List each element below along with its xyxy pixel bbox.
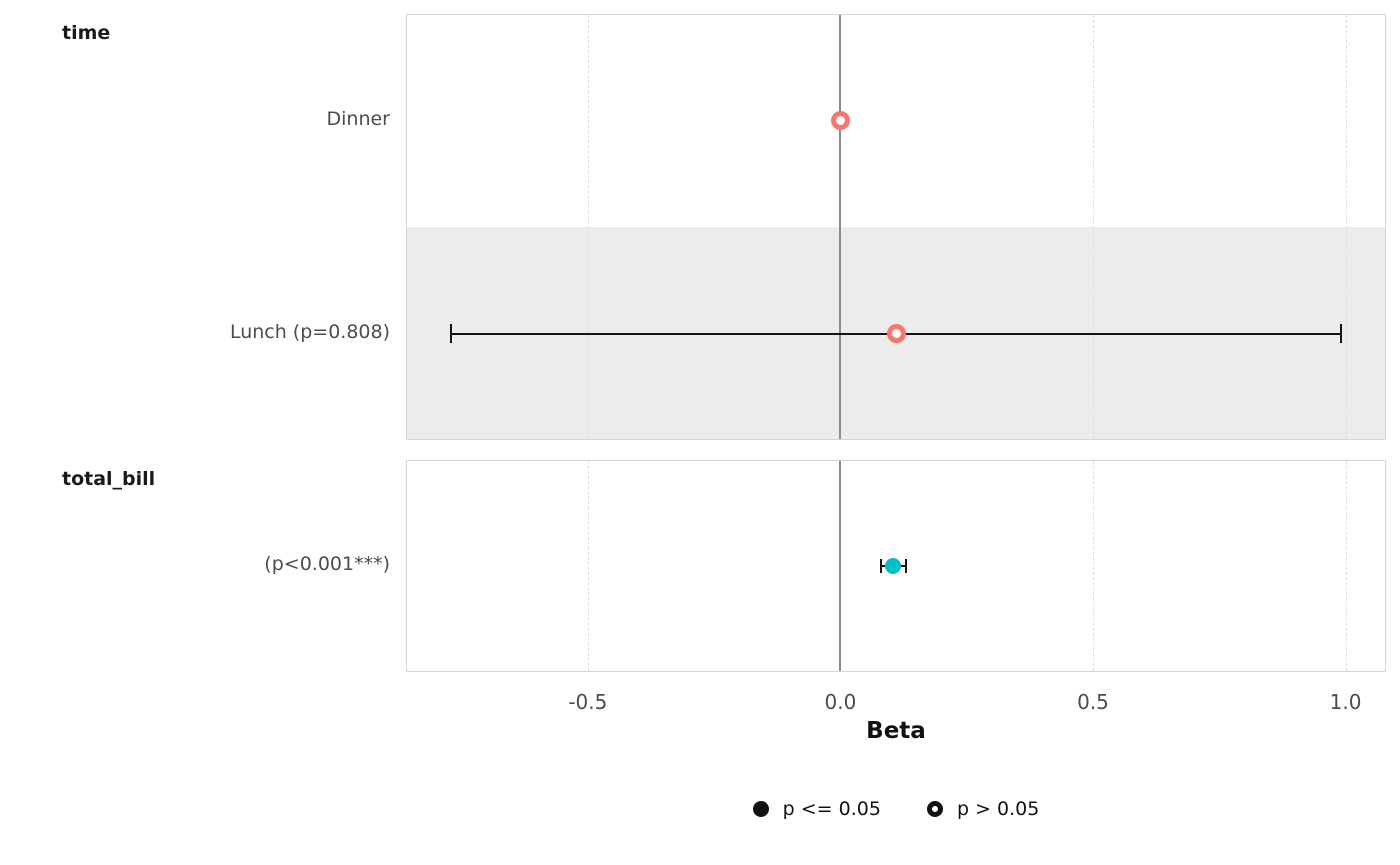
row-label: Dinner [326,107,391,130]
filled-point-icon [752,801,769,817]
panel-title: total_bill [62,468,156,490]
x-tick-label: 0.0 [824,690,857,714]
panel-title: time [62,22,111,44]
gridline-dashed [1093,15,1094,439]
point-hollow [830,111,850,130]
point-hollow [886,324,906,343]
x-axis-title: Beta [866,718,926,744]
gridline-dashed [1345,15,1347,439]
hollow-point-icon [926,801,943,817]
x-tick-label: 0.5 [1077,690,1109,714]
ci-cap-high [905,559,908,573]
zero-reference-line [839,15,842,439]
panel-time [406,14,1386,440]
x-tick-label: -0.5 [568,690,608,714]
legend-item-nonsignificant: p > 0.05 [926,798,1040,820]
ci-cap-low [879,559,882,573]
gridline-dashed [587,461,589,671]
zero-reference-line [839,461,842,671]
x-tick-label: 1.0 [1329,690,1362,714]
gridline-dashed [1345,461,1347,671]
row-label: Lunch (p=0.808) [229,320,390,343]
legend-item-significant: p <= 0.05 [752,798,881,820]
ci-cap-high [1339,324,1342,343]
point-filled [885,558,902,574]
legend-label-nonsignificant: p > 0.05 [956,798,1040,820]
ci-cap-low [450,324,453,343]
gridline-dashed [587,15,589,439]
gridline-dashed [1093,461,1094,671]
row-label: (p<0.001***) [264,553,390,575]
legend: p <= 0.05 p > 0.05 [406,798,1386,820]
legend-label-significant: p <= 0.05 [782,798,881,820]
